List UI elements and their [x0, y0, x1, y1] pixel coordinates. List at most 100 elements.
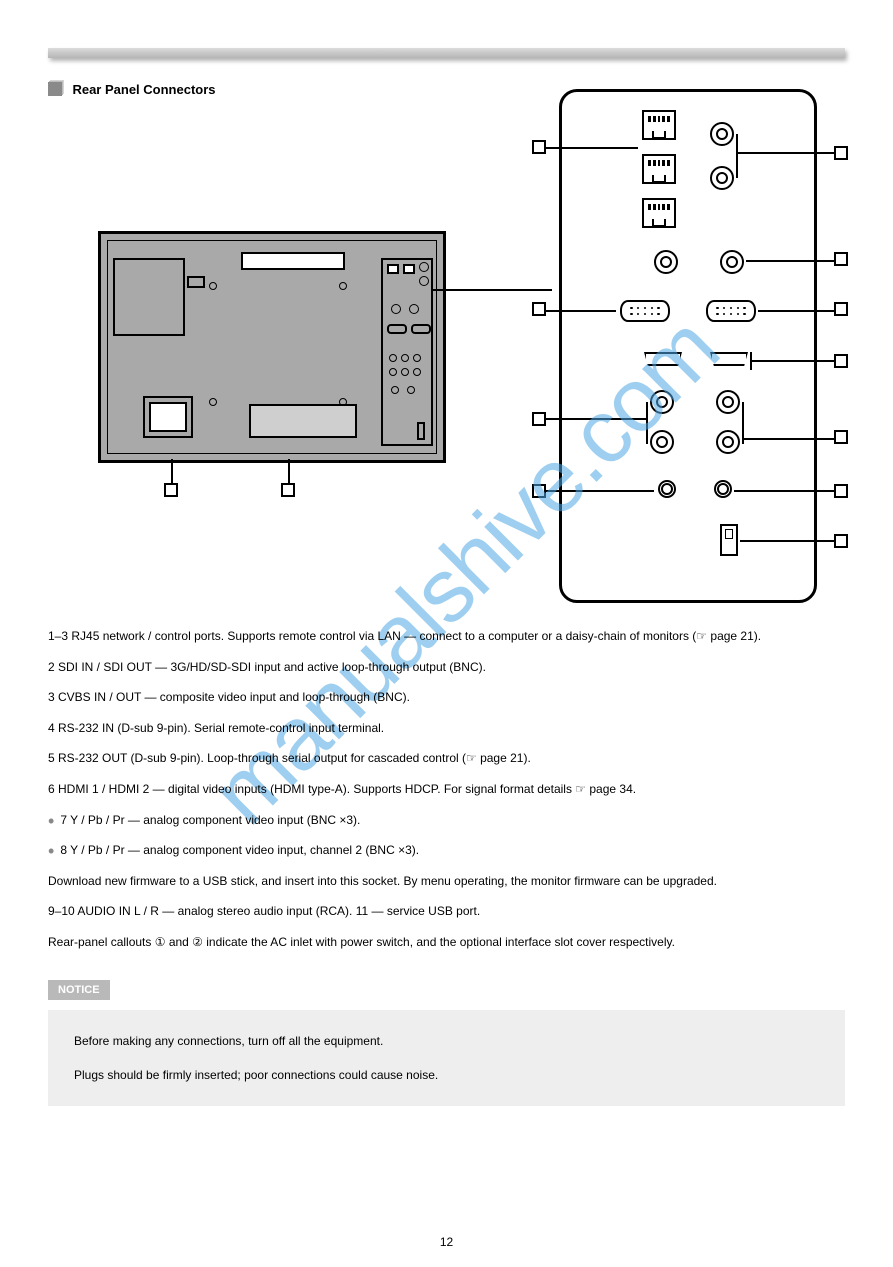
lead-line — [758, 310, 834, 312]
lead-line — [546, 490, 654, 492]
copy-p2: 4 RS-232 IN (D-sub 9-pin). Serial remote… — [48, 719, 845, 738]
body-copy: 1–3 RJ45 network / control ports. Suppor… — [48, 627, 845, 952]
notice-line-2: Plugs should be firmly inserted; poor co… — [74, 1068, 819, 1082]
callout-zr-8 — [834, 430, 848, 444]
power-switch — [187, 276, 205, 288]
io-mini-bnc — [389, 368, 397, 376]
port-ypbpr-1a — [650, 390, 674, 414]
port-usb — [720, 524, 738, 556]
callout-zr-2 — [834, 146, 848, 160]
notice-box: Before making any connections, turn off … — [48, 1010, 845, 1106]
callout-zl-9 — [532, 484, 546, 498]
slot-top — [241, 252, 345, 270]
lead-line — [750, 360, 834, 362]
copy-p5: 3 CVBS IN / OUT — composite video input … — [48, 688, 845, 707]
port-bnc-sdi-out — [710, 166, 734, 190]
link-line — [432, 289, 552, 291]
copy-p7: 9–10 AUDIO IN L / R — analog stereo audi… — [48, 902, 845, 921]
notice-line-1: Before making any connections, turn off … — [74, 1034, 819, 1048]
copy-p8: Rear-panel callouts ① and ② indicate the… — [48, 933, 845, 952]
manual-page: Rear Panel Connectors — [0, 0, 893, 1267]
bullet-dot-icon: • — [48, 841, 54, 861]
io-mini-bnc — [401, 368, 409, 376]
io-mini-bnc — [413, 354, 421, 362]
io-mini-dsub — [387, 324, 407, 334]
lead-line — [171, 459, 173, 483]
lead-line — [288, 459, 290, 483]
mount-hole — [209, 398, 217, 406]
port-ypbpr-1b — [716, 390, 740, 414]
io-mini-bnc — [389, 354, 397, 362]
io-mini-bnc — [419, 276, 429, 286]
lead-line — [736, 134, 738, 178]
callout-bp-1 — [164, 483, 178, 497]
callout-zl-4 — [532, 302, 546, 316]
callout-zl-7 — [532, 412, 546, 426]
copy-bul2: • 8 Y / Pb / Pr — analog component video … — [48, 841, 845, 860]
io-mini-dsub — [411, 324, 431, 334]
header-rule — [48, 48, 845, 58]
io-mini-bnc — [391, 304, 401, 314]
lead-line — [546, 310, 616, 312]
lead-line — [546, 418, 646, 420]
copy-p4: 2 SDI IN / SDI OUT — 3G/HD/SD-SDI input … — [48, 658, 845, 677]
copy-bul1: • 7 Y / Pb / Pr — analog component video … — [48, 811, 845, 830]
copy-p3: 5 RS-232 OUT (D-sub 9-pin). Loop-through… — [48, 749, 845, 768]
callout-zr-5 — [834, 302, 848, 316]
lead-line — [750, 352, 752, 370]
io-mini-bnc — [391, 386, 399, 394]
io-mini-bnc — [407, 386, 415, 394]
callout-zr-10 — [834, 484, 848, 498]
callout-bp-2 — [281, 483, 295, 497]
port-hdmi-2 — [710, 352, 748, 366]
io-mini-bnc — [401, 354, 409, 362]
port-audio-r — [714, 480, 732, 498]
lead-line — [740, 540, 834, 542]
port-bnc-cvbs-in — [654, 250, 678, 274]
port-ypbpr-2a — [650, 430, 674, 454]
bullet-dot-icon: • — [48, 811, 54, 831]
mount-hole — [339, 282, 347, 290]
io-mini-bnc — [413, 368, 421, 376]
io-cluster — [381, 258, 433, 446]
lead-line — [742, 402, 744, 444]
callout-zr-6 — [834, 354, 848, 368]
monitor-backpanel — [98, 231, 446, 463]
io-mini-bnc — [409, 304, 419, 314]
lead-line — [736, 152, 834, 154]
copy-p1: 1–3 RJ45 network / control ports. Suppor… — [48, 627, 845, 646]
callout-zr-11 — [834, 534, 848, 548]
port-dsub-out — [706, 300, 756, 322]
port-audio-l — [658, 480, 676, 498]
io-mini — [387, 264, 399, 274]
io-mini — [403, 264, 415, 274]
cube-bullet-icon — [48, 82, 62, 96]
lead-line — [546, 147, 638, 149]
copy-bul2-text: 8 Y / Pb / Pr — analog component video i… — [60, 843, 419, 857]
pcb-block — [249, 404, 357, 438]
port-bnc-cvbs-out — [720, 250, 744, 274]
copy-p6: 6 HDMI 1 / HDMI 2 — digital video inputs… — [48, 780, 845, 799]
diagram-stage — [48, 99, 845, 619]
notice-tag: NOTICE — [48, 980, 110, 1000]
lead-line — [734, 490, 834, 492]
lead-line — [646, 402, 648, 444]
section-title: Rear Panel Connectors — [72, 82, 215, 97]
power-block — [113, 258, 185, 336]
port-ypbpr-2b — [716, 430, 740, 454]
psu-inner — [149, 402, 187, 432]
port-dsub-in — [620, 300, 670, 322]
connector-zoom-panel — [559, 89, 817, 603]
port-bnc-sdi-in — [710, 122, 734, 146]
lead-line — [746, 260, 834, 262]
port-hdmi-1 — [644, 352, 682, 366]
port-rj45-3 — [642, 198, 676, 228]
copy-bul1-text: 7 Y / Pb / Pr — analog component video i… — [60, 813, 360, 827]
mount-hole — [209, 282, 217, 290]
lead-line — [742, 438, 834, 440]
port-rj45-2 — [642, 154, 676, 184]
page-number: 12 — [0, 1235, 893, 1249]
callout-zl-1 — [532, 140, 546, 154]
io-mini-usb — [417, 422, 425, 440]
callout-zr-3 — [834, 252, 848, 266]
